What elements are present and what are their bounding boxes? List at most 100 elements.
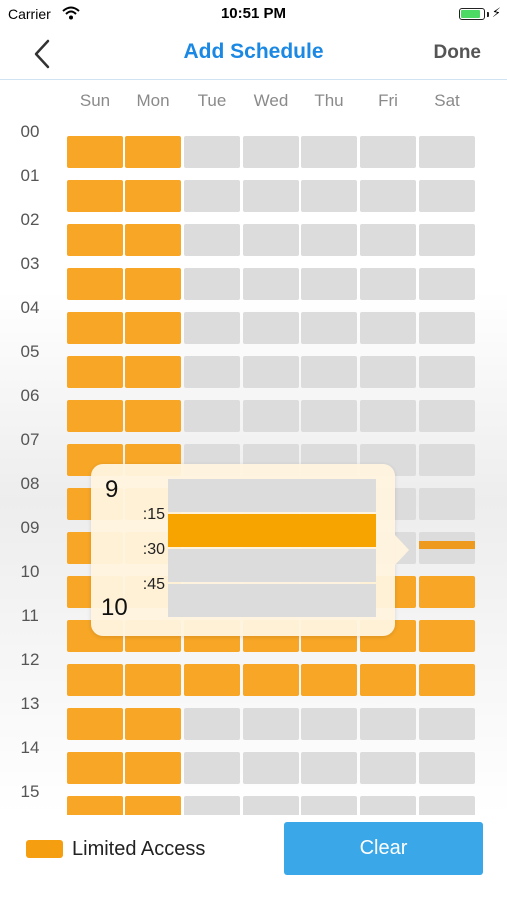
schedule-cell-sat-14[interactable] [419, 752, 475, 784]
schedule-cell-tue-15[interactable] [184, 796, 240, 815]
schedule-cell-fri-02[interactable] [360, 224, 416, 256]
schedule-cell-mon-00[interactable] [125, 136, 181, 168]
schedule-cell-sun-15[interactable] [67, 796, 123, 815]
schedule-grid-area[interactable]: Sun Mon Tue Wed Thu Fri Sat 00 01 02 03 04 05 06 07 08… [0, 81, 507, 815]
schedule-cell-sun-00[interactable] [67, 136, 123, 168]
done-button[interactable]: Done [433, 42, 482, 63]
schedule-cell-fri-01[interactable] [360, 180, 416, 212]
schedule-cell-tue-03[interactable] [184, 268, 240, 300]
schedule-cell-fri-12[interactable] [360, 664, 416, 696]
carrier-label: Carrier [8, 6, 51, 22]
schedule-cell-mon-12[interactable] [125, 664, 181, 696]
schedule-cell-thu-14[interactable] [301, 752, 357, 784]
back-button[interactable] [28, 38, 58, 70]
schedule-cell-sat-03[interactable] [419, 268, 475, 300]
schedule-cell-wed-06[interactable] [243, 400, 299, 432]
minute-slot-1[interactable] [168, 514, 376, 547]
schedule-cell-sat-06[interactable] [419, 400, 475, 432]
schedule-cell-thu-15[interactable] [301, 796, 357, 815]
schedule-cell-sat-12[interactable] [419, 664, 475, 696]
schedule-cell-sun-03[interactable] [67, 268, 123, 300]
schedule-cell-fri-15[interactable] [360, 796, 416, 815]
schedule-cell-thu-05[interactable] [301, 356, 357, 388]
schedule-cell-mon-06[interactable] [125, 400, 181, 432]
battery-tip [487, 12, 489, 17]
schedule-cell-mon-14[interactable] [125, 752, 181, 784]
schedule-cell-tue-13[interactable] [184, 708, 240, 740]
schedule-cell-sun-12[interactable] [67, 664, 123, 696]
schedule-cell-mon-01[interactable] [125, 180, 181, 212]
schedule-cell-fri-00[interactable] [360, 136, 416, 168]
day-header-thu: Thu [314, 91, 344, 110]
schedule-cell-thu-13[interactable] [301, 708, 357, 740]
schedule-cell-tue-04[interactable] [184, 312, 240, 344]
schedule-cell-mon-13[interactable] [125, 708, 181, 740]
schedule-cell-sat-07[interactable] [419, 444, 475, 476]
schedule-cell-wed-03[interactable] [243, 268, 299, 300]
schedule-cell-sat-05[interactable] [419, 356, 475, 388]
schedule-cell-sat-01[interactable] [419, 180, 475, 212]
schedule-cell-sun-01[interactable] [67, 180, 123, 212]
schedule-cell-wed-05[interactable] [243, 356, 299, 388]
schedule-cell-tue-06[interactable] [184, 400, 240, 432]
hour-label-06: 06 [20, 386, 40, 405]
schedule-cell-wed-00[interactable] [243, 136, 299, 168]
schedule-cell-mon-05[interactable] [125, 356, 181, 388]
schedule-cell-sat-04[interactable] [419, 312, 475, 344]
schedule-cell-thu-06[interactable] [301, 400, 357, 432]
schedule-cell-sat-00[interactable] [419, 136, 475, 168]
schedule-cell-sat-11[interactable] [419, 620, 475, 652]
schedule-cell-wed-02[interactable] [243, 224, 299, 256]
schedule-cell-sun-02[interactable] [67, 224, 123, 256]
schedule-cell-fri-03[interactable] [360, 268, 416, 300]
schedule-cell-fri-14[interactable] [360, 752, 416, 784]
minute-picker-popup[interactable]: 9 10 :15 :30 :45 [91, 464, 395, 636]
schedule-cell-sat-15[interactable] [419, 796, 475, 815]
schedule-cell-thu-02[interactable] [301, 224, 357, 256]
schedule-cell-mon-03[interactable] [125, 268, 181, 300]
schedule-cell-sun-14[interactable] [67, 752, 123, 784]
schedule-cell-sat-10[interactable] [419, 576, 475, 608]
schedule-cell-wed-04[interactable] [243, 312, 299, 344]
schedule-cell-wed-13[interactable] [243, 708, 299, 740]
schedule-cell-sun-06[interactable] [67, 400, 123, 432]
schedule-cell-thu-00[interactable] [301, 136, 357, 168]
schedule-cell-sat-02[interactable] [419, 224, 475, 256]
schedule-cell-tue-00[interactable] [184, 136, 240, 168]
page-title: Add Schedule [183, 40, 324, 63]
schedule-cell-thu-12[interactable] [301, 664, 357, 696]
schedule-cell-fri-05[interactable] [360, 356, 416, 388]
schedule-cell-sat-13[interactable] [419, 708, 475, 740]
schedule-cell-thu-03[interactable] [301, 268, 357, 300]
navigation-bar: Add Schedule Done [0, 28, 507, 80]
hour-label-08: 08 [20, 474, 40, 493]
schedule-cell-wed-12[interactable] [243, 664, 299, 696]
status-bar: Carrier 10:51 PM ⚡ [0, 0, 507, 28]
schedule-cell-sun-04[interactable] [67, 312, 123, 344]
schedule-cell-mon-02[interactable] [125, 224, 181, 256]
schedule-cell-thu-04[interactable] [301, 312, 357, 344]
schedule-cell-wed-15[interactable] [243, 796, 299, 815]
schedule-cell-tue-05[interactable] [184, 356, 240, 388]
minute-slot-2[interactable] [168, 549, 376, 582]
schedule-cell-tue-02[interactable] [184, 224, 240, 256]
schedule-cell-mon-04[interactable] [125, 312, 181, 344]
schedule-cell-thu-01[interactable] [301, 180, 357, 212]
schedule-cell-mon-15[interactable] [125, 796, 181, 815]
schedule-cell-fri-06[interactable] [360, 400, 416, 432]
schedule-cell-sat-08[interactable] [419, 488, 475, 520]
clear-button[interactable]: Clear [284, 822, 483, 875]
schedule-cell-wed-01[interactable] [243, 180, 299, 212]
schedule-cell-tue-01[interactable] [184, 180, 240, 212]
schedule-cell-sun-05[interactable] [67, 356, 123, 388]
hour-label-09: 09 [20, 518, 40, 537]
schedule-cell-fri-13[interactable] [360, 708, 416, 740]
schedule-cell-wed-14[interactable] [243, 752, 299, 784]
schedule-cell-tue-14[interactable] [184, 752, 240, 784]
minute-slot-3[interactable] [168, 584, 376, 617]
schedule-cell-fri-04[interactable] [360, 312, 416, 344]
minute-slot-0[interactable] [168, 479, 376, 512]
day-header-mon: Mon [136, 91, 170, 110]
schedule-cell-sun-13[interactable] [67, 708, 123, 740]
schedule-cell-tue-12[interactable] [184, 664, 240, 696]
